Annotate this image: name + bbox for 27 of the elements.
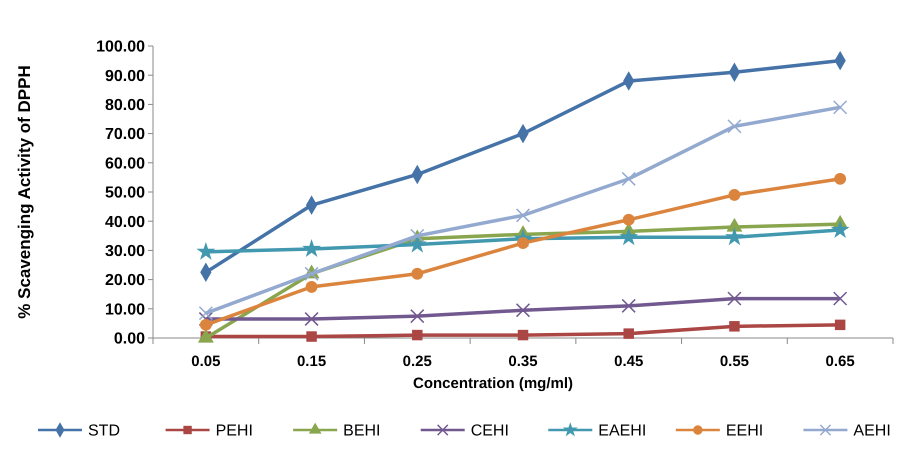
y-tick-label: 100.00 [96,38,146,56]
y-tick-label: 60.00 [104,155,146,172]
legend-label: BEHI [343,422,380,440]
x-axis-title: Concentration (mg/ml) [413,375,573,392]
y-tick-label: 80.00 [104,97,146,114]
legend-label: CEHI [470,422,509,440]
x-tick-label: 0.55 [720,353,750,370]
y-tick-label: 30.00 [104,243,146,260]
x-tick-label: 0.25 [402,353,432,370]
legend-label: AEHI [853,422,891,440]
legend-label: EEHI [726,422,764,440]
y-tick-label: 0.00 [114,330,146,348]
x-tick-label: 0.05 [191,353,220,370]
y-tick-label: 10.00 [104,301,146,318]
y-tick-label: 90.00 [104,68,146,85]
x-tick-label: 0.65 [826,353,855,370]
x-tick-label: 0.15 [296,353,326,370]
y-axis-title: % Scavenging Activity of DPPH [15,65,34,319]
y-tick-label: 40.00 [104,214,146,231]
x-tick-label: 0.35 [508,353,538,370]
x-tick-label: 0.45 [614,353,644,370]
legend-label: PEHI [216,422,253,440]
legend-label: EAEHI [598,422,646,440]
y-tick-label: 20.00 [104,272,146,290]
legend-label: STD [88,422,120,440]
y-tick-label: 50.00 [104,184,146,202]
y-tick-label: 70.00 [104,126,146,144]
